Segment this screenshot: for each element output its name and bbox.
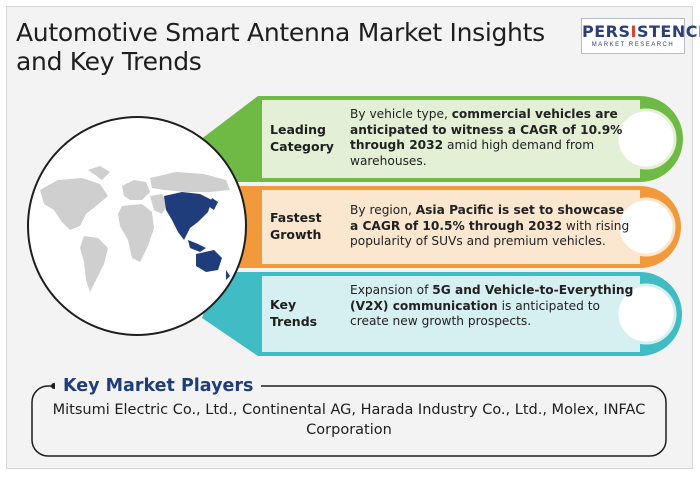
emphasis-text: 5G and Vehicle-to-Everything (V2X) commu… — [350, 283, 634, 313]
page-title: Automotive Smart Antenna Market Insights… — [16, 18, 545, 76]
orange-band-panel — [262, 190, 640, 264]
body-text: is anticipated to create new growth pros… — [350, 298, 600, 329]
world-map — [40, 166, 230, 292]
teal-band-panel — [262, 276, 640, 352]
logo-subtitle: MARKET RESEARCH — [591, 42, 675, 48]
emphasis-text: Asia Pacific is set to showcase a CAGR o… — [350, 203, 625, 233]
body-text: with rising popularity of SUVs and premi… — [350, 218, 630, 249]
green-band-ring — [615, 108, 677, 170]
logo-wordmark: PERSISTENCE — [582, 22, 700, 41]
body-text: By region, — [350, 203, 416, 217]
brand-logo: PERSISTENCE MARKET RESEARCH — [581, 18, 700, 54]
logo-part-a: PERS — [582, 22, 631, 41]
insight-desc-3: Expansion of 5G and Vehicle-to-Everythin… — [350, 283, 636, 330]
players-box — [31, 385, 667, 457]
body-text: Expansion of — [350, 283, 433, 297]
teal-band-ring — [615, 283, 677, 345]
insight-desc-1: By vehicle type, commercial vehicles are… — [350, 107, 636, 169]
green-band-panel — [262, 100, 640, 178]
body-text: amid high demand from warehouses. — [350, 138, 595, 168]
players-list: Mitsumi Electric Co., Ltd., Continental … — [52, 402, 646, 438]
logo-part-c: STENCE — [636, 22, 700, 41]
players-title: Key Market Players — [55, 376, 262, 396]
emphasis-text: commercial vehicles are anticipated to w… — [350, 107, 623, 152]
insight-category-3: Key Trends — [270, 297, 318, 329]
body-text: By vehicle type, — [350, 107, 452, 121]
insight-category-1: Leading Category — [270, 122, 334, 154]
insight-category-2: Fastest Growth — [270, 210, 322, 242]
orange-band-ring — [616, 197, 676, 257]
insight-desc-2: By region, Asia Pacific is set to showca… — [350, 203, 636, 250]
asia-pacific-region — [164, 192, 230, 280]
logo-part-b: I — [630, 22, 637, 41]
